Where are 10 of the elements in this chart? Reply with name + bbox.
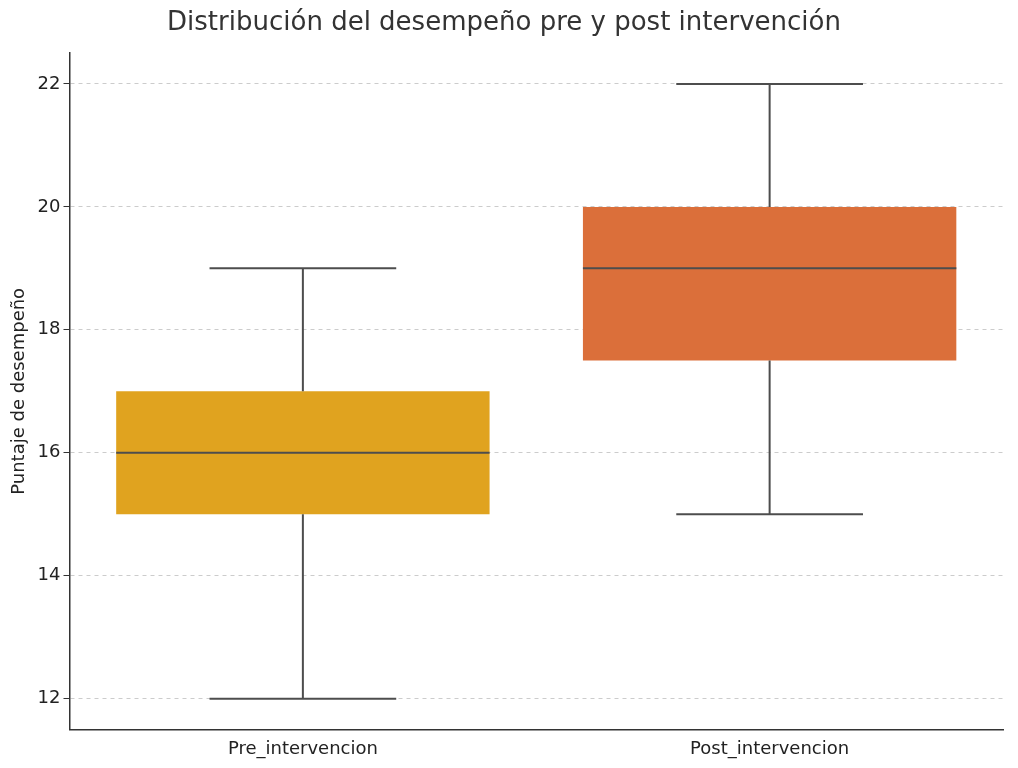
y-tick-label: 20: [37, 194, 61, 216]
y-axis-title: Puntaje de desempeño: [7, 287, 29, 495]
x-tick-label: Post_intervencion: [690, 736, 850, 759]
x-tick-label: Pre_intervencion: [227, 736, 378, 759]
y-tick-label: 18: [37, 317, 61, 339]
y-tick-label: 22: [37, 71, 61, 93]
y-tick-label: 16: [37, 440, 61, 462]
chart-title: Distribución del desempeño pre y post intervención: [167, 6, 841, 37]
y-tick-label: 14: [37, 563, 61, 585]
y-tick-label: 12: [37, 686, 61, 708]
